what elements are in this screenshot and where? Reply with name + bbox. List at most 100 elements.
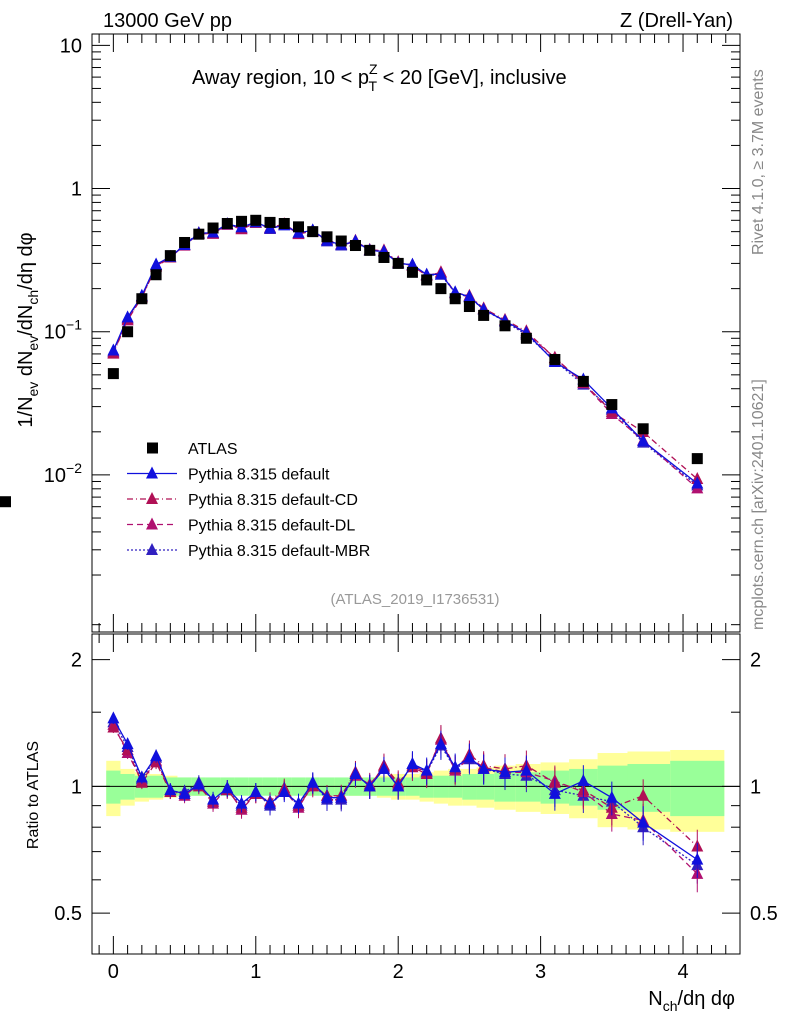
x-tick-label: 1 [250, 961, 261, 983]
mc-ratio-marker [349, 766, 362, 779]
mc-ratio-marker [420, 763, 433, 776]
mc-ratio-marker [577, 773, 590, 786]
legend-marker-atlas [147, 442, 158, 454]
mc-marker [406, 257, 419, 270]
mc-ratio-marker [637, 815, 650, 828]
x-tick-label: 3 [535, 961, 546, 983]
mc-ratio-marker [434, 737, 447, 750]
mc-ratio-marker [292, 796, 305, 809]
mc-ratio-marker [406, 757, 419, 770]
mc-ratio-marker [235, 796, 248, 809]
mc-marker [107, 343, 120, 356]
atlas-data-point [164, 250, 176, 262]
atlas-data-point [207, 222, 219, 234]
atlas-data-point [264, 216, 276, 228]
mc-ratio-marker [637, 788, 650, 801]
mc-ratio-marker [449, 760, 462, 773]
mc-line-main [112, 221, 698, 485]
atlas-data-point [406, 266, 418, 278]
atlas-data-point [321, 231, 333, 243]
mc-ratio-marker [335, 790, 348, 803]
mc-ratio-marker [691, 852, 704, 865]
legend-label: ATLAS [188, 441, 238, 458]
mc-ratio-marker [207, 792, 220, 805]
legend-label: Pythia 8.315 default-MBR [188, 543, 370, 560]
mc-ratio-marker [121, 737, 134, 750]
process-label: Z (Drell-Yan) [620, 10, 733, 32]
atlas-data-point [136, 293, 148, 305]
main-y-tick-label: 10 [60, 35, 82, 57]
atlas-data-point [179, 236, 191, 248]
atlas-data-point [293, 221, 305, 233]
atlas-data-point [107, 368, 119, 380]
atlas-data-point [122, 326, 134, 338]
mc-ratio-marker [278, 784, 291, 797]
mcplots-label: mcplots.cern.ch [arXiv:2401.10621] [750, 379, 767, 630]
mc-line-ratio [112, 724, 698, 875]
mc-ratio-marker [107, 711, 120, 724]
mc-line-main [112, 222, 698, 480]
ratio-y-tick-label: 0.5 [54, 903, 82, 925]
mc-ratio-marker [377, 761, 390, 774]
ratio-y-tick-label: 2 [71, 650, 82, 672]
mc-marker [463, 289, 476, 302]
ratio-y-tick-label-right: 2 [750, 650, 761, 672]
main-y-tick-label: 1 [71, 179, 82, 201]
ratio-series-group [107, 711, 704, 893]
rivet-label: Rivet 4.1.0, ≥ 3.7M events [750, 69, 767, 255]
mc-ratio-marker [264, 796, 277, 809]
legend: ATLAS Pythia 8.315 default Pythia 8.315 de… [127, 441, 370, 560]
mc-ratio-marker [320, 790, 333, 803]
mc-ratio-marker [499, 765, 512, 778]
mc-marker [637, 434, 650, 447]
legend-label: Pythia 8.315 default-CD [188, 492, 358, 509]
x-tick-label: 4 [677, 961, 688, 983]
atlas-data-point [520, 332, 532, 344]
ratio-y-tick-label-right: 1 [750, 776, 761, 798]
mc-ratio-marker [463, 750, 476, 763]
mc-ratio-marker [605, 790, 618, 803]
mc-line-ratio [112, 718, 698, 861]
x-tick-label: 2 [393, 961, 404, 983]
energy-label: 13000 GeV pp [103, 10, 232, 32]
mc-ratio-marker [192, 777, 205, 790]
legend-marker [146, 543, 158, 555]
stat-uncertainty-band [106, 770, 121, 804]
atlas-data-point [378, 251, 390, 263]
atlas-data-point [421, 274, 433, 286]
atlas-data-point [335, 235, 347, 247]
main-y-tick-label: 10−2 [44, 460, 82, 487]
mc-marker [691, 476, 704, 489]
mc-ratio-marker [363, 779, 376, 792]
ratio-y-axis-label: Ratio to ATLAS [25, 741, 42, 849]
axis-ticks: 10−2 10−1 1 10 0.5 0.5 1 1 2 2 0 1 2 3 4 [44, 34, 778, 983]
mc-ratio-marker [164, 783, 177, 796]
atlas-data-point [193, 228, 205, 240]
mc-ratio-marker [150, 749, 163, 762]
mc-ratio-marker [221, 781, 234, 794]
mc-ratio-marker [249, 784, 262, 797]
x-axis-label: Nch/dη dφ [648, 988, 735, 1014]
atlas-data-point [577, 375, 589, 387]
legend-label: Pythia 8.315 default [188, 467, 330, 484]
mc-ratio-marker [520, 763, 533, 776]
main-series-group [0, 214, 704, 508]
atlas-data-point [392, 257, 404, 269]
legend-marker [146, 492, 158, 504]
mc-line-ratio [112, 727, 698, 847]
ratio-y-tick-label-right: 0.5 [750, 903, 778, 925]
atlas-data-point [549, 353, 561, 365]
atlas-data-point [236, 215, 248, 227]
mc-ratio-marker [477, 761, 490, 774]
stat-uncertainty-band [627, 764, 671, 812]
atlas-data-point [691, 453, 703, 465]
main-y-tick-label: 10−1 [44, 317, 82, 344]
analysis-reference: (ATLAS_2019_I1736531) [330, 591, 499, 608]
legend-marker [146, 466, 158, 479]
mc-ratio-marker [107, 720, 120, 733]
atlas-data-point [250, 214, 262, 226]
main-y-axis-label: 1/Nev dNev/dNch/dη dφ [15, 232, 41, 427]
mc-ratio-marker [392, 779, 405, 792]
atlas-data-point [449, 293, 461, 305]
